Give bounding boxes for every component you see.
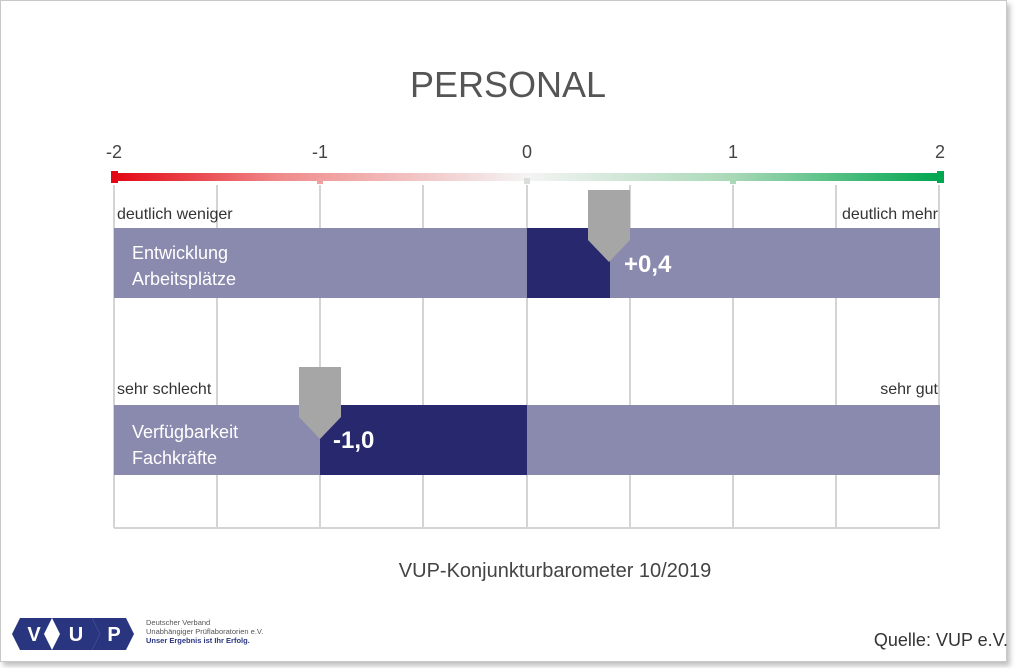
scale-notch-minus-1 — [317, 178, 323, 184]
row1-left-label: deutlich weniger — [117, 206, 233, 223]
row2-label-line1: Verfügbarkeit — [132, 422, 239, 442]
source-label: Quelle: VUP e.V. — [873, 630, 1008, 650]
gridline — [629, 185, 631, 528]
gridline — [216, 185, 218, 528]
gridline — [732, 185, 734, 528]
logo-line1: Deutscher Verband — [146, 618, 211, 627]
row1-value-label: +0,4 — [624, 251, 672, 278]
scale-end-negative — [111, 171, 118, 183]
row2-band — [114, 405, 940, 475]
svg-text:V: V — [27, 624, 41, 646]
gridline — [422, 185, 424, 528]
row2-value-bar — [320, 405, 527, 475]
tick-label-0: 0 — [521, 142, 533, 162]
grid-bottom-line — [114, 527, 940, 529]
scale-notch-0 — [524, 178, 530, 184]
row2-label-line2: Fachkräfte — [132, 448, 218, 468]
row1-label-line2: Arbeitsplätze — [132, 269, 237, 289]
color-scale-bar — [114, 173, 940, 181]
gridline — [526, 185, 528, 528]
row1-right-label: deutlich mehr — [841, 206, 938, 223]
svg-text:P: P — [107, 624, 120, 646]
chart-subtitle: VUP-Konjunkturbarometer 10/2019 — [398, 560, 712, 582]
vup-logo-icon: V U P — [12, 618, 134, 650]
row1-marker-icon — [588, 190, 630, 262]
gridline — [938, 185, 940, 528]
scale-end-positive — [937, 171, 944, 183]
logo-line2: Unabhängiger Prüflaboratorien e.V. — [146, 627, 264, 636]
gridline — [835, 185, 837, 528]
tick-label-1: 1 — [727, 142, 739, 162]
chart-title: PERSONAL — [409, 64, 607, 105]
row1-label: Entwicklung Arbeitsplätze — [132, 240, 236, 292]
row2-right-label: sehr gut — [880, 381, 938, 398]
gridline — [113, 185, 115, 528]
row1-label-line1: Entwicklung — [132, 243, 229, 263]
gridline — [319, 185, 321, 528]
logo-slogan: Unser Ergebnis ist Ihr Erfolg. — [146, 636, 250, 645]
logo-text: Deutscher Verband Unabhängiger Prüflabor… — [146, 618, 263, 645]
tick-label-2: 2 — [934, 142, 946, 162]
svg-text:U: U — [69, 624, 83, 646]
row2-label: Verfügbarkeit Fachkräfte — [132, 419, 238, 471]
tick-label-minus-2: -2 — [105, 142, 123, 162]
tick-label-minus-1: -1 — [311, 142, 329, 162]
row2-marker-icon — [299, 367, 341, 439]
scale-notch-1 — [730, 178, 736, 184]
row2-value-label: -1,0 — [333, 427, 375, 454]
row2-left-label: sehr schlecht — [117, 381, 212, 398]
